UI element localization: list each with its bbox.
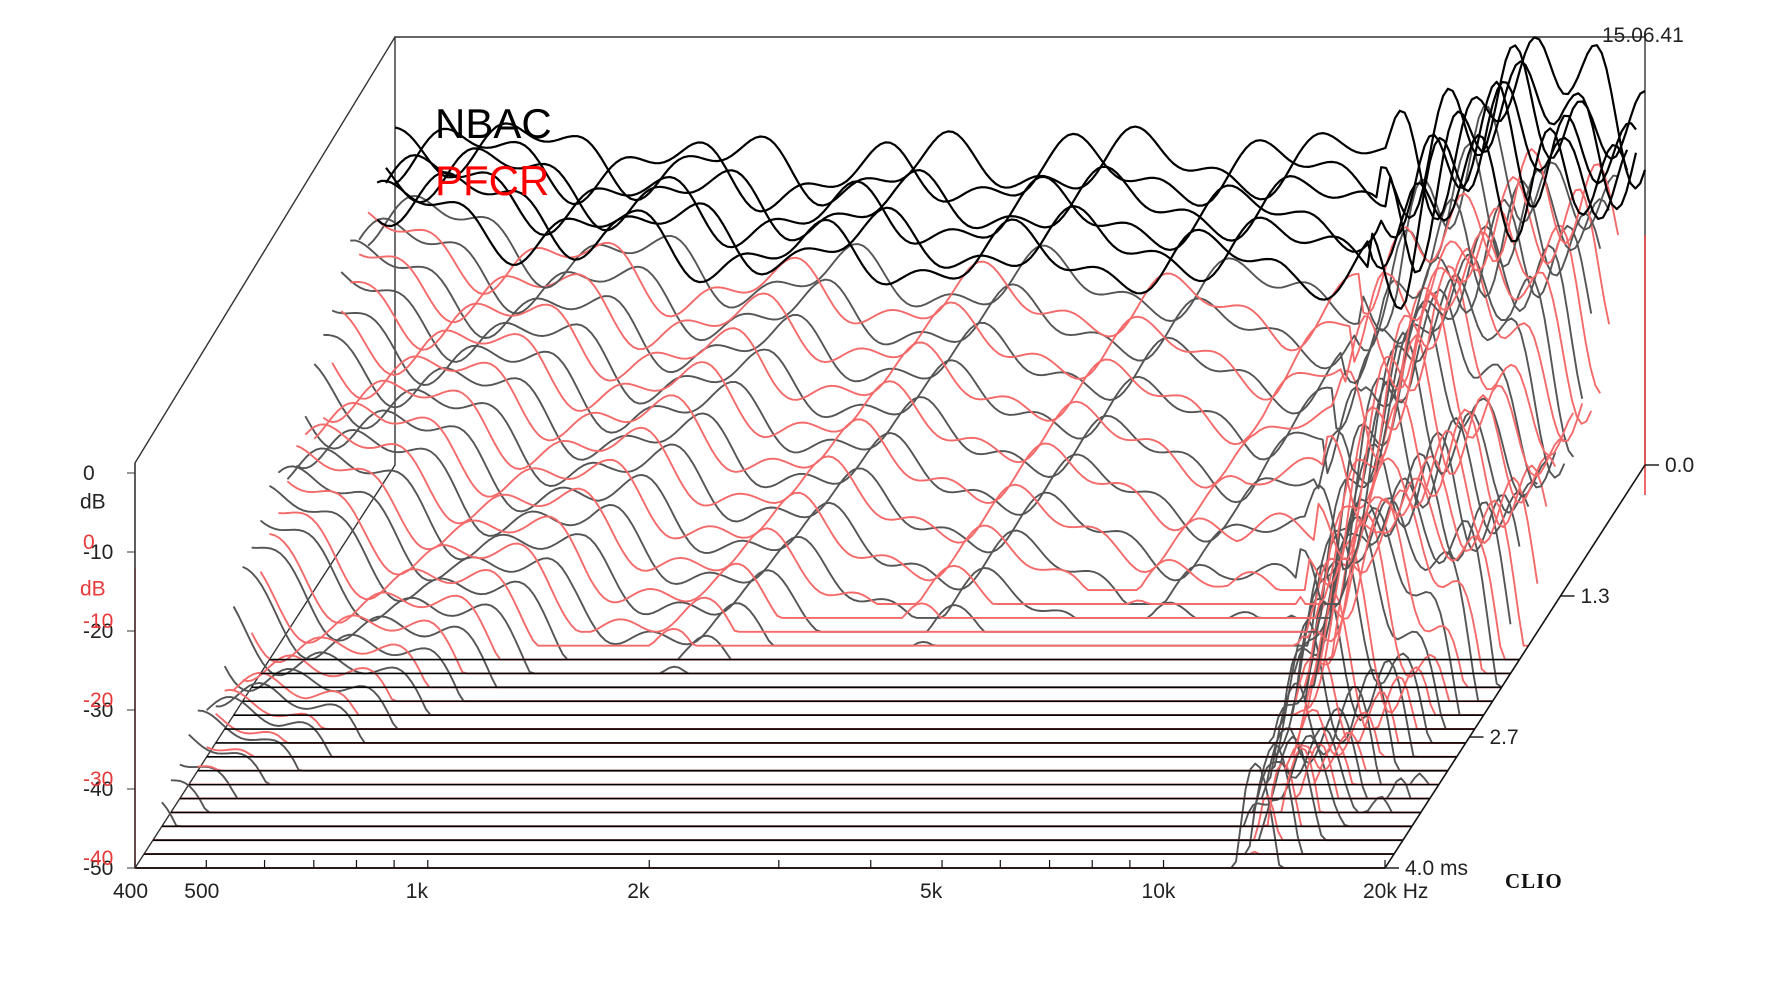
decay-slice-pfcr-9	[313, 290, 1565, 592]
freq-tick-label: 2k	[627, 880, 650, 903]
freq-tick-label: 10k	[1142, 880, 1176, 903]
decay-slice-pfcr-0	[394, 44, 1646, 220]
decay-slice-nbac-14	[268, 431, 1521, 661]
decay-slice-pfcr-22	[197, 732, 1448, 772]
decay-slice-pfcr-4	[358, 176, 1611, 401]
time-tick-label: 0.0	[1665, 454, 1694, 477]
db-tick-label: -20	[83, 620, 113, 643]
decay-slice-pfcr-6	[340, 231, 1593, 489]
time-axis-line	[1384, 464, 1646, 869]
decay-slice-nbac-1	[385, 60, 1638, 274]
decay-slice-nbac-27	[152, 735, 1403, 842]
decay-slice-nbac-7	[331, 224, 1584, 504]
db-red-tick-label: -30	[83, 768, 113, 791]
db-unit-label: dB	[80, 491, 106, 514]
decay-slice-nbac-9	[313, 274, 1566, 582]
decay-slice-nbac-22	[197, 617, 1448, 772]
decay-slice-pfcr-8	[322, 265, 1575, 574]
clio-brand: CLIO	[1505, 869, 1563, 893]
decay-slice-nbac-8	[323, 253, 1575, 543]
freq-tick-label: 20k Hz	[1363, 880, 1428, 903]
db-red-tick-label: -40	[83, 847, 113, 870]
time-tick-label: 2.7	[1490, 726, 1519, 749]
decay-slice-pfcr-10	[304, 334, 1557, 605]
decay-slice-nbac-2	[376, 80, 1629, 310]
db-tick-label: -30	[83, 699, 113, 722]
time-tick-label: 1.3	[1581, 585, 1610, 608]
decay-slice-pfcr-3	[367, 148, 1620, 352]
decay-slice-pfcr-7	[331, 247, 1584, 532]
freq-tick-label: 500	[184, 880, 219, 903]
db-red-unit-label: dB	[80, 577, 106, 600]
db-tick-label: -10	[83, 541, 113, 564]
decay-slice-nbac-29	[135, 762, 1385, 869]
decay-slice-pfcr-23	[188, 742, 1439, 786]
db-tick-label: -50	[83, 857, 113, 880]
decay-slice-nbac-17	[242, 497, 1493, 703]
freq-tick-label: 1k	[406, 880, 429, 903]
legend-pfcr: PFCR	[435, 157, 549, 204]
decay-slice-pfcr-19	[224, 592, 1475, 730]
freq-tick-label: 5k	[920, 880, 943, 903]
decay-slice-pfcr-5	[350, 207, 1602, 446]
decay-slice-pfcr-11	[296, 398, 1548, 619]
decay-slice-nbac-4	[358, 142, 1610, 370]
legend-nbac: NBAC	[435, 100, 552, 147]
decay-slice-nbac-0	[394, 36, 1647, 221]
time-tick-label: 4.0 ms	[1405, 857, 1468, 880]
db-tick-label: 0	[83, 462, 95, 485]
db-red-tick-label: 0	[83, 531, 95, 554]
timestamp: 15.06.41	[1602, 24, 1684, 47]
db-red-tick-label: -20	[83, 689, 113, 712]
decay-slice-pfcr-26	[161, 762, 1412, 828]
db-tick-label: -40	[83, 778, 113, 801]
db-red-tick-label: -10	[83, 610, 113, 633]
decay-slice-pfcr-13	[278, 455, 1529, 647]
decay-slice-pfcr-27	[152, 795, 1403, 842]
decay-slices	[135, 36, 1647, 869]
freq-tick-label: 400	[113, 880, 148, 903]
decay-slice-nbac-10	[304, 288, 1557, 605]
